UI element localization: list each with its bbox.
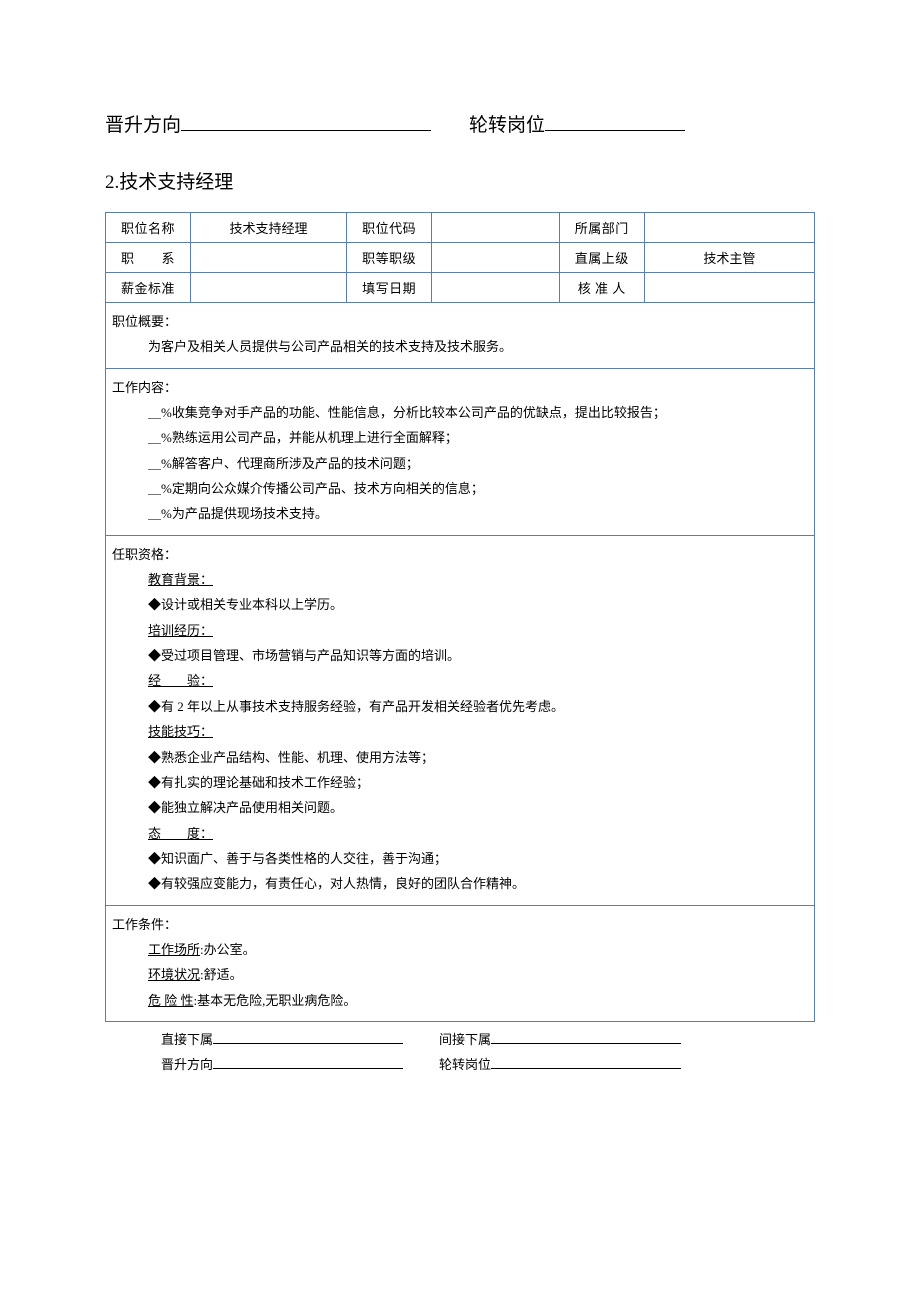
cell-label: 核 准 人: [559, 273, 644, 303]
exp-item: ◆有 2 年以上从事技术支持服务经验，有产品开发相关经验者优先考虑。: [148, 694, 804, 719]
duty-item: ＿%定期向公众媒介传播公司产品、技术方向相关的信息；: [148, 476, 804, 501]
att-item: ◆有较强应变能力，有责任心，对人热情，良好的团队合作精神。: [148, 871, 804, 896]
indirect-field: 间接下属: [439, 1028, 681, 1053]
overview-block: 职位概要： 为客户及相关人员提供与公司产品相关的技术支持及技术服务。: [105, 303, 815, 369]
duties-block: 工作内容： ＿%收集竞争对手产品的功能、性能信息，分析比较本公司产品的优缺点，提…: [105, 369, 815, 536]
cond-loc-h: 工作场所: [148, 942, 200, 957]
cond-env-h: 环境状况: [148, 967, 200, 982]
direct-field: 直接下属: [161, 1028, 403, 1053]
att-item: ◆知识面广、善于与各类性格的人交往，善于沟通；: [148, 846, 804, 871]
promote2-label: 晋升方向: [161, 1053, 213, 1078]
cond-risk-h: 危 险 性: [148, 993, 194, 1008]
skill-item: ◆能独立解决产品使用相关问题。: [148, 795, 804, 820]
duty-item: ＿%为产品提供现场技术支持。: [148, 501, 804, 526]
cell-value: [432, 213, 560, 243]
train-item: ◆受过项目管理、市场营销与产品知识等方面的培训。: [148, 643, 804, 668]
edu-heading: 教育背景：: [148, 572, 213, 587]
quals-block: 任职资格： 教育背景： ◆设计或相关专业本科以上学历。 培训经历： ◆受过项目管…: [105, 536, 815, 906]
footer-gap: [403, 1028, 439, 1053]
skill-heading: 技能技巧：: [148, 724, 213, 739]
promote2-field: 晋升方向: [161, 1053, 403, 1078]
duty-item: ＿%熟练运用公司产品，并能从机理上进行全面解释；: [148, 425, 804, 450]
promote-underline: [181, 110, 431, 131]
cell-value: 技术主管: [644, 243, 814, 273]
duty-item: ＿%收集竞争对手产品的功能、性能信息，分析比较本公司产品的优缺点，提出比较报告；: [148, 400, 804, 425]
rotate-field: 轮转岗位: [469, 110, 685, 137]
rotate2-label: 轮转岗位: [439, 1053, 491, 1078]
cell-label: 直属上级: [559, 243, 644, 273]
footer-row-2: 晋升方向 轮转岗位: [161, 1053, 815, 1078]
cond-loc-v: :办公室。: [200, 942, 256, 957]
overview-text: 为客户及相关人员提供与公司产品相关的技术支持及技术服务。: [148, 334, 804, 359]
cell-value: [191, 273, 347, 303]
att-heading: 态 度：: [148, 826, 213, 841]
cell-label: 职 系: [106, 243, 191, 273]
footer-row-1: 直接下属 间接下属: [161, 1028, 815, 1053]
rotate-underline: [545, 110, 685, 131]
cond-block: 工作条件： 工作场所:办公室。 环境状况:舒适。 危 险 性:基本无危险,无职业…: [105, 906, 815, 1022]
cond-risk: 危 险 性:基本无危险,无职业病危险。: [148, 988, 804, 1013]
edu-item: ◆设计或相关专业本科以上学历。: [148, 592, 804, 617]
exp-heading: 经 验：: [148, 673, 213, 688]
table-row: 职位名称 技术支持经理 职位代码 所属部门: [106, 213, 815, 243]
footer-lines: 直接下属 间接下属 晋升方向 轮转岗位: [105, 1028, 815, 1077]
cell-value: 技术支持经理: [191, 213, 347, 243]
top-gap: [431, 110, 469, 137]
train-heading: 培训经历：: [148, 623, 213, 638]
info-table: 职位名称 技术支持经理 职位代码 所属部门 职 系 职等职级 直属上级 技术主管…: [105, 212, 815, 303]
cell-label: 填写日期: [347, 273, 432, 303]
promote-field: 晋升方向: [105, 110, 431, 137]
table-row: 职 系 职等职级 直属上级 技术主管: [106, 243, 815, 273]
cell-label: 所属部门: [559, 213, 644, 243]
duties-title: 工作内容：: [112, 375, 804, 400]
section-heading: 2.技术支持经理: [105, 167, 815, 194]
skill-item: ◆熟悉企业产品结构、性能、机理、使用方法等；: [148, 745, 804, 770]
skill-item: ◆有扎实的理论基础和技术工作经验；: [148, 770, 804, 795]
top-fields: 晋升方向 轮转岗位: [105, 110, 815, 137]
cell-label: 职位代码: [347, 213, 432, 243]
footer-gap: [403, 1053, 439, 1078]
cond-env: 环境状况:舒适。: [148, 962, 804, 987]
cond-env-v: :舒适。: [200, 967, 243, 982]
duty-item: ＿%解答客户、代理商所涉及产品的技术问题；: [148, 451, 804, 476]
cond-loc: 工作场所:办公室。: [148, 937, 804, 962]
cell-value: [644, 273, 814, 303]
direct-underline: [213, 1030, 403, 1044]
cell-value: [191, 243, 347, 273]
cell-label: 薪金标准: [106, 273, 191, 303]
rotate2-field: 轮转岗位: [439, 1053, 681, 1078]
promote-label: 晋升方向: [105, 110, 181, 137]
indirect-label: 间接下属: [439, 1028, 491, 1053]
direct-label: 直接下属: [161, 1028, 213, 1053]
cell-value: [644, 213, 814, 243]
cell-label: 职位名称: [106, 213, 191, 243]
quals-title: 任职资格：: [112, 542, 804, 567]
rotate-label: 轮转岗位: [469, 110, 545, 137]
table-row: 薪金标准 填写日期 核 准 人: [106, 273, 815, 303]
promote2-underline: [213, 1055, 403, 1069]
rotate2-underline: [491, 1055, 681, 1069]
cond-risk-v: :基本无危险,无职业病危险。: [194, 993, 357, 1008]
indirect-underline: [491, 1030, 681, 1044]
cond-title: 工作条件：: [112, 912, 804, 937]
cell-label: 职等职级: [347, 243, 432, 273]
overview-title: 职位概要：: [112, 309, 804, 334]
cell-value: [432, 273, 560, 303]
cell-value: [432, 243, 560, 273]
